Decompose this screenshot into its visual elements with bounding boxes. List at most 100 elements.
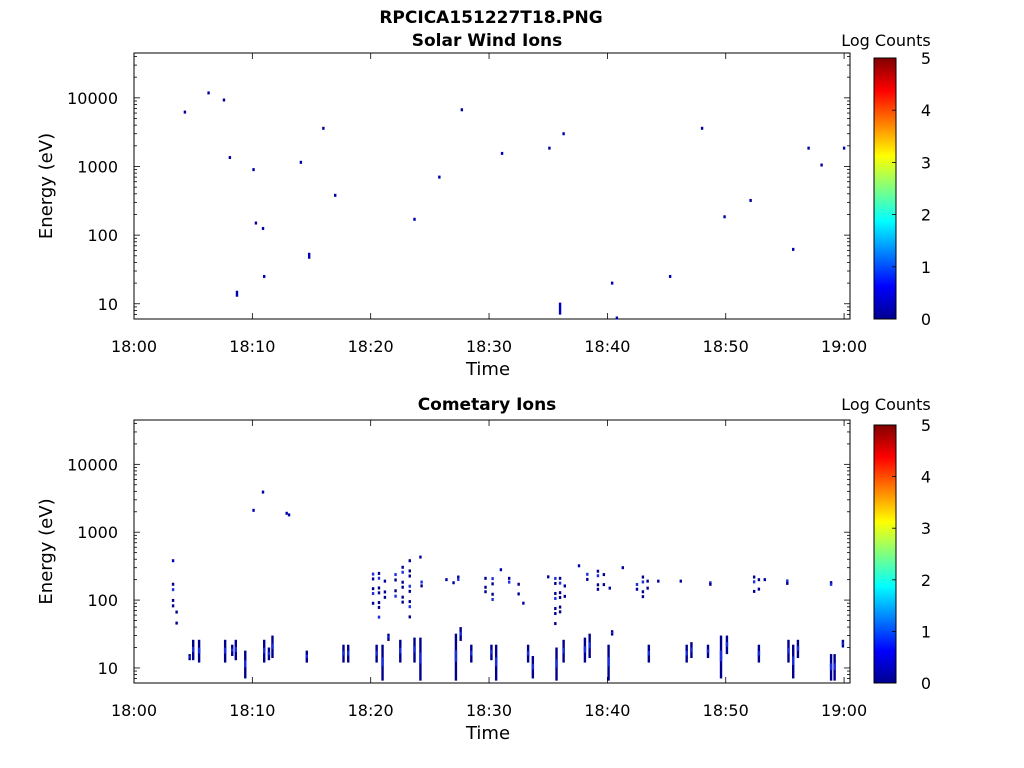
data-bin-cell: [558, 581, 562, 585]
data-bin-cell: [786, 581, 789, 585]
data-bin-bar-mid: [399, 647, 402, 654]
data-point: [500, 151, 504, 155]
data-bin-cell: [408, 574, 411, 578]
x-tick-label: 18:40: [584, 701, 630, 720]
data-point: [842, 146, 846, 150]
data-bin-cell: [401, 565, 404, 569]
data-point: [438, 175, 441, 179]
data-point: [763, 578, 767, 582]
data-bin-bar-mid: [757, 650, 761, 656]
data-point: [679, 579, 682, 583]
x-tick-label: 18:30: [466, 337, 512, 356]
x-tick-label: 18:20: [348, 337, 394, 356]
data-bin-cell: [757, 578, 761, 582]
panel-title-solar-wind: Solar Wind Ions: [411, 31, 563, 51]
data-point: [334, 193, 337, 197]
data-bin-cell: [752, 575, 756, 579]
data-bin-cell: [408, 589, 411, 593]
data-bin-bar-mid: [531, 663, 535, 670]
data-point: [307, 252, 311, 259]
data-bin-bar-mid: [231, 648, 234, 652]
figure-title: RPCICA151227T18.PNG: [379, 8, 603, 28]
data-bin-cell: [602, 573, 606, 577]
data-bin-cell: [586, 572, 589, 576]
colorbar-tick-label: 2: [921, 206, 931, 225]
data-bin-bar-mid: [490, 650, 493, 655]
data-bin-cell: [377, 576, 381, 580]
x-tick-label: 18:10: [229, 337, 275, 356]
colorbar-tick-label: 3: [921, 519, 931, 538]
data-bin-cell: [554, 581, 557, 585]
data-bin-cell: [491, 582, 494, 586]
y-tick-label: 1000: [77, 157, 118, 176]
data-bin-cell: [377, 586, 381, 590]
data-bin-cell: [709, 581, 712, 585]
colorbar-tick-label: 1: [921, 622, 931, 641]
data-bin-cell: [394, 589, 397, 593]
data-bin-bar-mid: [526, 650, 530, 656]
data-bin-cell: [394, 578, 397, 582]
data-point: [749, 198, 752, 202]
data-bin-cell: [641, 575, 645, 579]
data-bin-cell: [491, 597, 494, 601]
data-bin-cell: [596, 587, 600, 591]
data-bin-cell: [457, 577, 460, 581]
data-point: [419, 555, 422, 559]
data-bin-cell: [371, 577, 375, 581]
data-bin-cell: [394, 573, 397, 577]
data-bin-cell: [401, 570, 404, 574]
data-bin-cell: [558, 591, 562, 595]
data-bin-cell: [175, 621, 178, 625]
data-point: [723, 215, 726, 219]
x-tick-label: 18:00: [111, 701, 157, 720]
data-point: [254, 221, 258, 225]
data-bin-cell: [371, 587, 375, 591]
data-bin-bar-mid: [829, 663, 833, 671]
data-bin-cell: [408, 605, 411, 609]
data-point: [452, 581, 455, 585]
data-point: [577, 564, 581, 568]
colorbar-tick-label: 0: [921, 674, 931, 693]
data-bin-bar-mid: [647, 650, 651, 656]
colorbar-tick-label: 2: [921, 571, 931, 590]
data-point: [807, 146, 810, 150]
y-tick-label: 100: [87, 591, 118, 610]
data-bin-bar-mid: [305, 654, 309, 658]
plot-area-frame: [133, 52, 851, 320]
data-point: [621, 566, 624, 570]
data-bin-cell: [517, 582, 520, 586]
data-bin-cell: [171, 582, 175, 586]
data-bin-bar-mid: [347, 650, 350, 656]
data-bin-bar-mid: [796, 646, 800, 651]
y-tick-label: 10: [98, 295, 118, 314]
data-bin-cell: [563, 594, 566, 598]
data-bin-cell: [377, 605, 381, 609]
data-point: [261, 490, 265, 494]
data-bin-cell: [408, 615, 411, 619]
data-bin-cell: [752, 589, 756, 593]
data-bin-bar-mid: [387, 636, 390, 639]
data-bin-cell: [641, 580, 645, 584]
colorbar: [873, 57, 897, 320]
data-bin-cell: [558, 610, 562, 614]
data-bin-cell: [558, 605, 562, 609]
y-axis-label: Energy (eV): [36, 133, 57, 239]
x-tick-label: 18:20: [348, 701, 394, 720]
y-tick-label: 10000: [67, 89, 118, 108]
data-bin-cell: [377, 571, 381, 575]
data-bin-cell: [171, 604, 175, 608]
data-bin-bar-mid: [267, 651, 271, 656]
data-bin-cell: [484, 576, 487, 580]
data-point: [499, 568, 503, 572]
data-bin-bar-mid: [583, 646, 587, 653]
data-bin-bar-mid: [719, 650, 723, 662]
data-bin-cell: [457, 575, 460, 579]
data-bin-cell: [829, 582, 833, 586]
data-bin-cell: [383, 579, 387, 583]
data-bin-cell: [175, 610, 178, 614]
data-bin-cell: [484, 585, 487, 589]
data-point: [252, 508, 255, 512]
colorbar-label-top: Log Counts: [841, 31, 931, 50]
data-point: [558, 302, 562, 315]
data-bin-bar-mid: [607, 657, 610, 667]
